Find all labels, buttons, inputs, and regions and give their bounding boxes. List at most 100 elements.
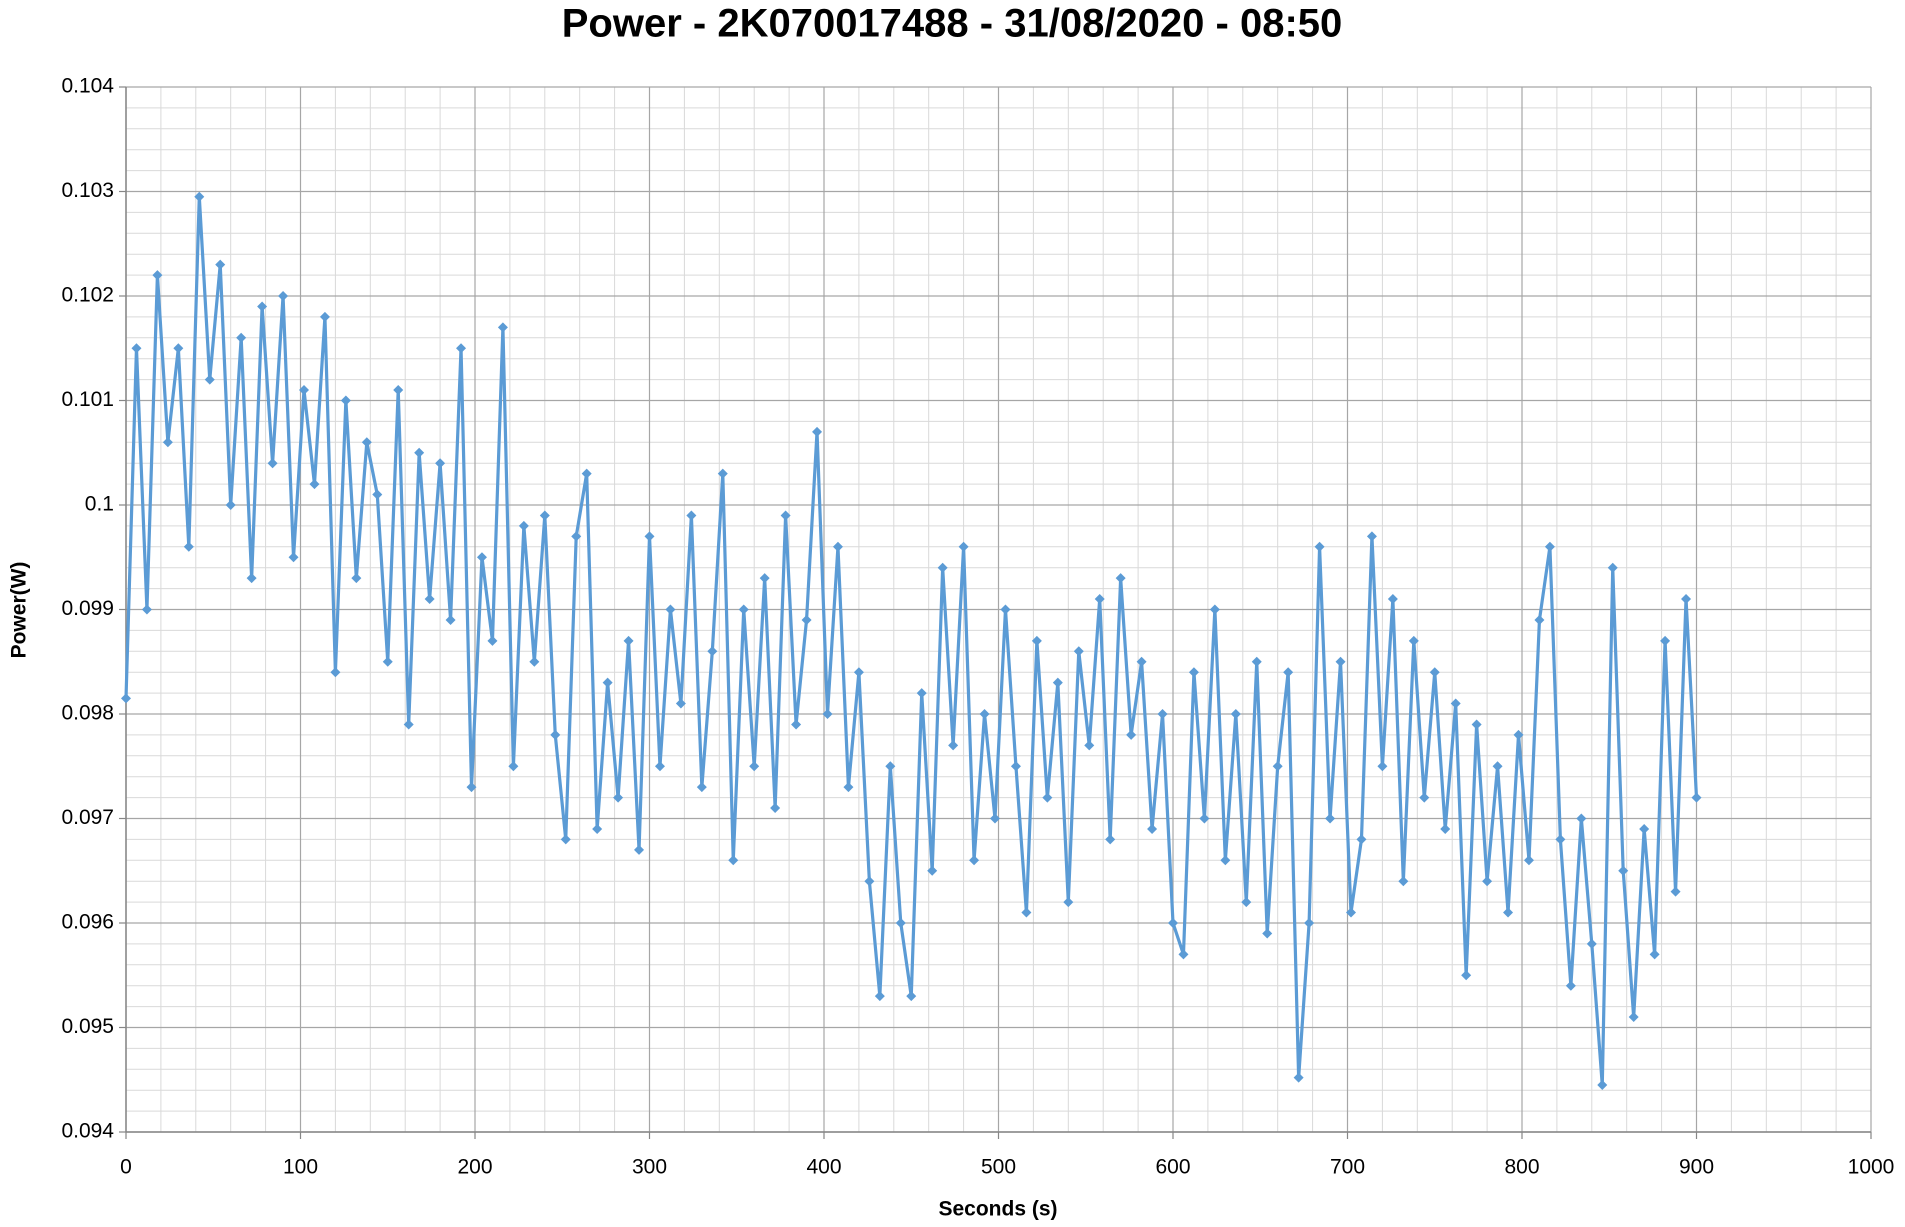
data-point [1293, 1072, 1304, 1083]
y-tick-label: 0.1 [85, 493, 114, 516]
data-point [1126, 729, 1137, 740]
data-point [592, 823, 603, 834]
data-point [1063, 897, 1074, 908]
data-point [445, 614, 456, 625]
data-point [1450, 698, 1461, 709]
data-point [487, 635, 498, 646]
data-point [1073, 646, 1084, 657]
data-point [634, 844, 645, 855]
data-point [1429, 667, 1440, 678]
x-axis-label: Seconds (s) [938, 1198, 1057, 1221]
data-point [246, 573, 257, 584]
data-point [131, 343, 142, 354]
x-tick-label: 700 [1330, 1156, 1365, 1179]
data-point [518, 520, 529, 531]
data-point [476, 552, 487, 563]
data-point [1105, 834, 1116, 845]
data-point [1230, 709, 1241, 719]
data-point [550, 729, 561, 740]
data-point [393, 385, 404, 396]
data-point [916, 688, 927, 699]
data-point [665, 604, 676, 615]
y-tick-label: 0.096 [61, 911, 114, 934]
data-point [1356, 834, 1367, 845]
data-point [236, 332, 247, 343]
data-point [1681, 594, 1692, 605]
data-point [225, 500, 236, 510]
data-point [204, 374, 215, 385]
data-point [1482, 876, 1493, 887]
data-point [1314, 541, 1325, 552]
data-point [1461, 970, 1472, 981]
data-point [853, 667, 864, 678]
y-axis-label: Power(W) [8, 562, 31, 659]
data-point [1084, 740, 1095, 751]
data-point [895, 918, 906, 928]
data-point [571, 531, 582, 542]
data-point [1471, 719, 1482, 730]
data-point [141, 604, 152, 615]
data-point [874, 991, 885, 1002]
data-point [1670, 886, 1681, 897]
data-point [497, 322, 508, 333]
data-point [1157, 709, 1168, 719]
data-point [351, 573, 362, 584]
data-point [885, 761, 896, 772]
x-tick-label: 100 [283, 1156, 318, 1179]
data-point [780, 510, 791, 521]
data-point [728, 855, 739, 866]
data-point [1513, 729, 1524, 740]
chart-title: Power - 2K070017488 - 31/08/2020 - 08:50 [562, 2, 1343, 46]
data-point [288, 552, 299, 563]
data-point [1628, 1012, 1639, 1023]
data-point [707, 646, 718, 657]
data-point [456, 343, 467, 354]
data-point [1262, 928, 1273, 939]
x-tick-label: 400 [806, 1156, 841, 1179]
data-point [717, 468, 728, 479]
data-point [644, 531, 655, 542]
data-point [1503, 907, 1514, 918]
y-tick-label: 0.098 [61, 702, 114, 725]
y-tick-label: 0.101 [61, 388, 114, 411]
data-point [675, 698, 686, 709]
data-point [812, 426, 823, 437]
data-point [1387, 594, 1398, 605]
data-point [1607, 562, 1618, 573]
data-point [843, 782, 854, 793]
data-point [832, 541, 843, 552]
data-point [1272, 761, 1283, 772]
x-tick-label: 0 [120, 1156, 132, 1179]
data-point [1440, 823, 1451, 834]
data-point [173, 343, 184, 354]
data-point [1649, 949, 1660, 960]
data-point [686, 510, 697, 521]
data-point [948, 740, 959, 751]
data-point [1335, 656, 1346, 667]
y-tick-label: 0.095 [61, 1015, 114, 1038]
data-point [183, 541, 194, 552]
x-tick-label: 200 [457, 1156, 492, 1179]
data-point [1168, 918, 1178, 928]
x-tick-label: 300 [632, 1156, 667, 1179]
x-tick-label: 900 [1679, 1156, 1714, 1179]
data-point [1523, 855, 1534, 866]
data-point [162, 437, 173, 448]
data-point [121, 693, 131, 704]
data-point [215, 259, 226, 270]
data-point [990, 813, 1001, 824]
data-point [1398, 876, 1409, 887]
data-point [309, 479, 320, 490]
data-point [1660, 635, 1671, 646]
data-point [319, 311, 330, 322]
data-point [1534, 614, 1545, 625]
y-tick-label: 0.097 [61, 806, 114, 829]
data-point [152, 270, 163, 281]
data-point [822, 709, 833, 719]
data-point [1042, 792, 1053, 803]
x-tick-label: 600 [1155, 1156, 1190, 1179]
data-point [1304, 918, 1315, 928]
data-point [927, 865, 938, 876]
data-point [1691, 792, 1702, 803]
